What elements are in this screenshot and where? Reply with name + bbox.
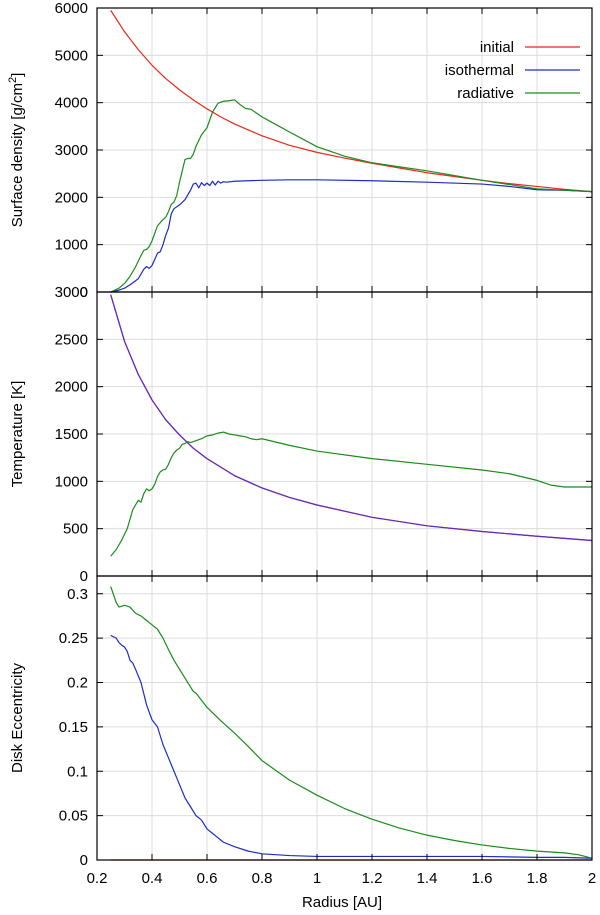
y-tick-label: 0.2	[67, 675, 88, 692]
x-tick-label: 1.8	[527, 870, 548, 887]
x-tick-label: 0.6	[197, 870, 218, 887]
y-tick-label: 0.05	[59, 808, 88, 825]
series-line-initial	[110, 294, 593, 542]
series-line-radiative	[110, 431, 592, 557]
x-tick-label: 1.2	[362, 870, 383, 887]
x-axis-label: Radius [AU]	[302, 894, 382, 911]
y-axis-label-surface-density: Surface density [g/cm2]	[7, 73, 26, 228]
y-tick-label: 0.15	[59, 719, 88, 736]
y-tick-label: 0	[80, 568, 88, 585]
series-line-radiative	[110, 586, 593, 859]
y-tick-label: 3000	[55, 142, 88, 159]
legend: initial isothermal radiative	[445, 39, 580, 102]
x-tick-label: 0.8	[252, 870, 273, 887]
series-line-isothermal	[110, 179, 593, 293]
x-tick-label: 1.6	[472, 870, 493, 887]
y-axis-label-temperature: Temperature [K]	[9, 381, 26, 488]
y-tick-label: 500	[63, 521, 88, 538]
y-tick-label: 6000	[55, 0, 88, 17]
panel-frame	[96, 575, 593, 861]
series-layer	[110, 10, 593, 861]
series-line-initial	[110, 10, 593, 193]
y-tick-label: 1000	[55, 237, 88, 254]
y-tick-label: 3000	[55, 284, 88, 301]
y-tick-label: 0	[80, 852, 88, 869]
series-line-isothermal	[110, 634, 593, 859]
series-line-radiative	[110, 99, 593, 293]
x-tick-label: 1	[313, 870, 321, 887]
y-tick-label: 2500	[55, 331, 88, 348]
legend-label-initial: initial	[480, 39, 514, 56]
y-tick-label: 4000	[55, 95, 88, 112]
x-tick-label: 0.2	[87, 870, 108, 887]
x-tick-label: 0.4	[142, 870, 163, 887]
y-tick-label: 2000	[55, 189, 88, 206]
legend-label-radiative: radiative	[457, 85, 514, 102]
ticks-layer: 0100020003000400050006000050010001500200…	[55, 0, 597, 887]
grid-layer	[97, 8, 592, 860]
y-tick-label: 2000	[55, 379, 88, 396]
y-tick-label: 5000	[55, 47, 88, 64]
y-tick-label: 1500	[55, 426, 88, 443]
y-axis-label-eccentricity: Disk Eccentricity	[9, 662, 26, 773]
y-tick-label: 1000	[55, 473, 88, 490]
legend-label-isothermal: isothermal	[445, 62, 514, 79]
y-tick-label: 0.25	[59, 630, 88, 647]
y-tick-label: 0.1	[67, 763, 88, 780]
x-tick-label: 2	[588, 870, 596, 887]
y-tick-label: 0.3	[67, 586, 88, 603]
x-tick-label: 1.4	[417, 870, 438, 887]
labels-layer: Radius [AU] Surface density [g/cm2] Temp…	[7, 73, 382, 911]
y-tick-label: 0	[80, 284, 88, 301]
series-line-isothermal	[110, 294, 593, 542]
